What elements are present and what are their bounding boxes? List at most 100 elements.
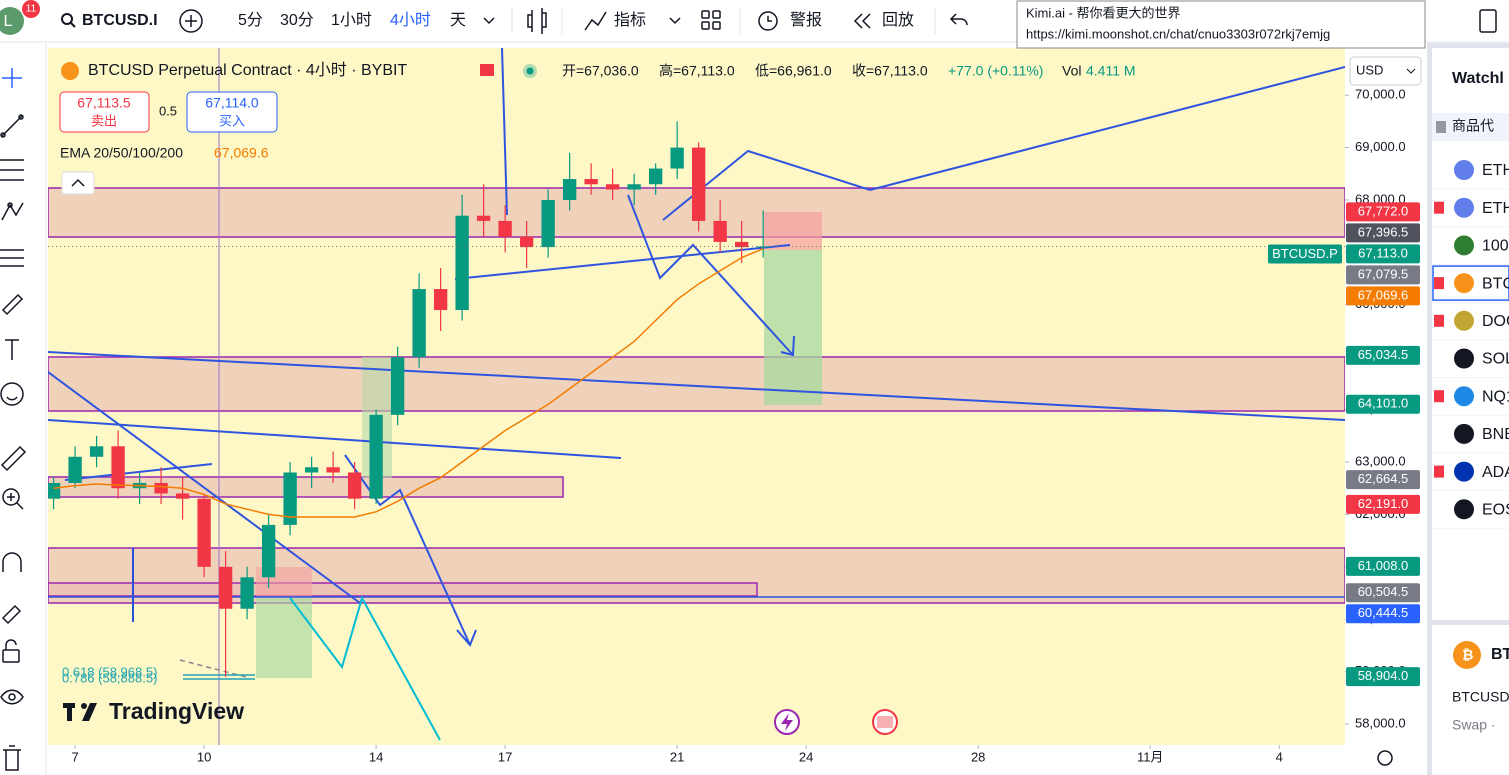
interval[interactable]: 5分 bbox=[238, 11, 263, 29]
symbol-icon bbox=[1454, 273, 1474, 294]
fib-line bbox=[179, 659, 251, 679]
position-target bbox=[256, 597, 312, 678]
bolt bbox=[781, 713, 793, 731]
sell-button[interactable] bbox=[59, 91, 150, 133]
y-tick-label: 58,000.0 bbox=[1355, 715, 1406, 730]
symbol-icon bbox=[1454, 461, 1474, 482]
axes-layer: 58,000.059,000.060,000.061,000.062,000.0… bbox=[71, 87, 1420, 766]
candle-body bbox=[326, 467, 340, 473]
alert-icon[interactable] bbox=[758, 11, 778, 31]
search-icon[interactable] bbox=[61, 13, 73, 25]
projection bbox=[627, 194, 794, 356]
flag bbox=[480, 64, 494, 76]
trend-line bbox=[48, 419, 622, 459]
price-tag bbox=[1346, 494, 1420, 514]
candle-body bbox=[756, 246, 770, 248]
candle-body bbox=[412, 289, 426, 358]
y-tick-label: 69,000.0 bbox=[1355, 139, 1406, 154]
price-tag bbox=[1346, 583, 1420, 603]
watchlist-item: ADA bbox=[1482, 464, 1509, 481]
candle-body bbox=[713, 220, 727, 242]
buy-button[interactable] bbox=[186, 91, 278, 133]
chevron[interactable] bbox=[483, 17, 495, 25]
avatar[interactable] bbox=[0, 7, 24, 35]
logo-mark bbox=[67, 703, 72, 721]
badge bbox=[22, 0, 40, 18]
price-tag bbox=[1346, 470, 1420, 490]
symbol-icon bbox=[1454, 348, 1474, 369]
x-tick-label: 10 bbox=[197, 749, 211, 764]
candle-body bbox=[734, 241, 749, 248]
flag bbox=[1436, 121, 1446, 133]
price-tag bbox=[1346, 286, 1420, 306]
candle-body bbox=[89, 446, 104, 457]
buy-label: 买入 bbox=[219, 113, 245, 128]
panel-icon[interactable] bbox=[1479, 9, 1497, 33]
badge-count: 11 bbox=[26, 4, 37, 15]
search-icon bbox=[70, 22, 76, 28]
add-symbol[interactable] bbox=[179, 9, 203, 33]
fib-label: 0.786 (58,888.5) bbox=[62, 670, 157, 685]
price-tag-label: 67,069.6 bbox=[1358, 287, 1409, 302]
layout-icon[interactable] bbox=[701, 10, 721, 30]
symbol-icon bbox=[1454, 310, 1474, 331]
x-tick-label: 14 bbox=[369, 749, 383, 764]
symbol[interactable]: BTCUSD.I bbox=[82, 12, 158, 29]
chart-title: BTCUSD Perpetual Contract · 4小时 · BYBIT bbox=[88, 61, 407, 79]
x-tick-label: 11月 bbox=[1137, 749, 1164, 764]
replay[interactable]: 回放 bbox=[882, 11, 914, 29]
coin-icon bbox=[61, 62, 79, 80]
chart-type-icon[interactable] bbox=[527, 8, 547, 34]
zone bbox=[48, 356, 1345, 412]
symbol-icon bbox=[1454, 499, 1474, 520]
interval[interactable]: 30分 bbox=[280, 11, 314, 29]
fib-label: 0.618 (58,968.5) bbox=[62, 664, 157, 679]
x-tick-label: 21 bbox=[670, 749, 684, 764]
price-tag bbox=[1346, 604, 1420, 624]
candle-body bbox=[584, 179, 598, 185]
projection bbox=[662, 66, 1345, 221]
trend-line bbox=[48, 351, 1345, 421]
interval[interactable]: 1小时 bbox=[331, 11, 372, 29]
price-tag bbox=[1346, 667, 1420, 687]
candle-body bbox=[498, 220, 512, 237]
trend-line bbox=[48, 371, 361, 604]
trend-line bbox=[501, 48, 508, 216]
chevron bbox=[71, 178, 85, 187]
candle-body bbox=[562, 179, 577, 200]
flag bbox=[1434, 390, 1444, 403]
watchlist-item: BTC bbox=[1482, 275, 1509, 292]
legend-high: 高=67,113.0 bbox=[659, 63, 735, 79]
candle-body bbox=[304, 467, 319, 473]
indicator-icon[interactable] bbox=[584, 11, 607, 31]
candle-body bbox=[670, 147, 684, 169]
zone bbox=[48, 476, 564, 498]
chevron[interactable] bbox=[669, 17, 681, 25]
legend-change: +77.0 (+0.11%) bbox=[948, 63, 1043, 79]
tool-icons[interactable] bbox=[0, 68, 27, 771]
currency-select[interactable] bbox=[1349, 56, 1422, 86]
price-tag-label: 65,034.5 bbox=[1358, 347, 1409, 362]
price-tag-label: 58,904.0 bbox=[1358, 668, 1409, 683]
coin-icon bbox=[1453, 641, 1481, 669]
candle-body bbox=[68, 456, 82, 483]
undo[interactable] bbox=[949, 13, 968, 26]
flag bbox=[1434, 277, 1444, 290]
indicators[interactable]: 指标 bbox=[614, 11, 646, 29]
collapse-button[interactable] bbox=[61, 171, 95, 195]
alert[interactable]: 警报 bbox=[790, 11, 822, 29]
symbol-icon bbox=[1454, 197, 1474, 218]
price-tag bbox=[1346, 345, 1420, 365]
replay-icon[interactable] bbox=[853, 13, 871, 29]
ask-price: 67,114.0 bbox=[205, 95, 259, 111]
watchlist-item: BNB bbox=[1482, 426, 1509, 443]
candle-body bbox=[175, 493, 190, 499]
interval[interactable]: 天 bbox=[450, 12, 466, 29]
projection bbox=[289, 595, 441, 741]
interval-active[interactable]: 4小时 bbox=[390, 11, 431, 29]
candle-body bbox=[476, 215, 491, 221]
legend-open: 开=67,036.0 bbox=[562, 63, 639, 79]
y-tick-label: 70,000.0 bbox=[1355, 87, 1406, 102]
status bbox=[526, 67, 534, 75]
